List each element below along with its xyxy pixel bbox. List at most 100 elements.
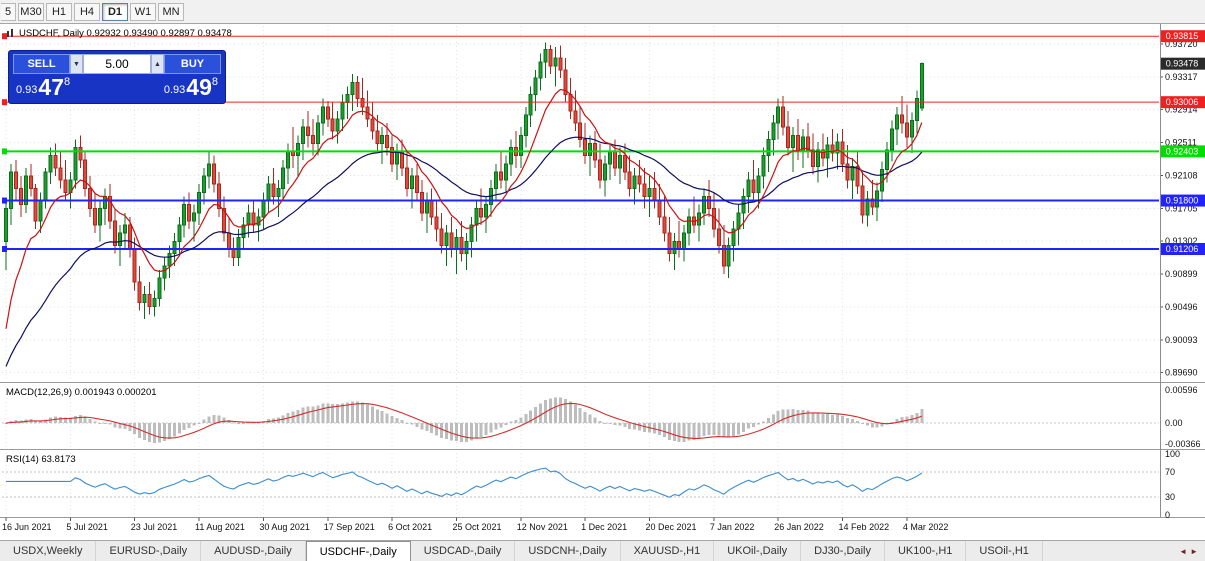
timeframe-button-m30[interactable]: M30: [18, 2, 44, 21]
candle: [226, 232, 231, 250]
price-chart-canvas[interactable]: 0.93720 0.93317 0.92914 0.92511 0.92108 0.917…: [0, 24, 1205, 540]
candle: [449, 232, 454, 250]
buy-price-sup: 8: [211, 76, 218, 88]
candle: [781, 106, 786, 128]
timeframe-button-d1[interactable]: D1: [102, 2, 128, 21]
price-tag-0.93815: [1160, 30, 1205, 43]
price-axis-label: 0.91705: [1165, 203, 1198, 213]
timeframe-button-w1[interactable]: W1: [130, 2, 156, 21]
candle: [434, 216, 439, 230]
candle: [167, 253, 172, 267]
volume-dropdown-icon[interactable]: ▼: [70, 54, 83, 74]
volume-input[interactable]: [83, 54, 151, 74]
tab-usoil-h1[interactable]: USOil-,H1: [966, 541, 1043, 561]
candle: [271, 183, 276, 197]
tab-scroll-right-icon[interactable]: ►: [1190, 546, 1198, 556]
candle: [310, 134, 315, 144]
candle: [73, 147, 78, 181]
candle: [845, 163, 850, 181]
candle: [152, 297, 157, 308]
candle: [706, 195, 711, 210]
candle: [607, 151, 612, 165]
candle: [904, 122, 909, 138]
tab-uk100-h1[interactable]: UK100-,H1: [885, 541, 967, 561]
candle: [617, 155, 622, 169]
svg-text:0.92403: 0.92403: [1166, 146, 1199, 156]
svg-text:0.91206: 0.91206: [1166, 244, 1199, 254]
date-label: 23 Jul 2021: [131, 522, 178, 532]
date-label: 12 Nov 2021: [517, 522, 568, 532]
timeframe-button-5[interactable]: 5: [1, 2, 16, 21]
candle: [469, 224, 474, 242]
level-lines-layer: 0.938150.930060.924030.918000.912060.934…: [2, 30, 1205, 256]
candle: [741, 195, 746, 214]
candle: [177, 224, 182, 242]
tab-usdx-weekly[interactable]: USDX,Weekly: [0, 541, 97, 561]
candle: [484, 204, 489, 218]
candle: [865, 198, 870, 216]
candle: [721, 244, 726, 267]
candle: [197, 191, 202, 214]
svg-text:0.91800: 0.91800: [1166, 196, 1199, 206]
candle: [657, 200, 662, 218]
timeframe-button-h4[interactable]: H4: [74, 2, 100, 21]
sell-button[interactable]: SELL: [13, 54, 70, 74]
candle: [281, 167, 286, 189]
candle: [642, 183, 647, 197]
sell-price[interactable]: 0.93 47 8: [13, 76, 73, 99]
candle: [221, 208, 226, 234]
buy-price[interactable]: 0.93 49 8: [161, 76, 221, 99]
tab-usdcad-daily[interactable]: USDCAD-,Daily: [411, 541, 516, 561]
candle: [459, 236, 464, 255]
candle: [78, 147, 83, 161]
buy-button[interactable]: BUY: [164, 54, 221, 74]
candle: [919, 63, 924, 109]
candle: [142, 293, 147, 304]
candle: [791, 134, 796, 149]
volume-spin-up-icon[interactable]: ▲: [151, 54, 164, 74]
rsi-axis-label: 70: [1165, 467, 1175, 477]
candle: [885, 149, 890, 171]
candle: [335, 118, 340, 132]
tab-dj30-daily[interactable]: DJ30-,Daily: [801, 541, 885, 561]
candle: [132, 248, 137, 283]
tab-xauusd-h1[interactable]: XAUUSD-,H1: [621, 541, 715, 561]
candle: [172, 240, 177, 255]
date-label: 25 Oct 2021: [452, 522, 501, 532]
date-label: 11 Aug 2021: [195, 522, 245, 532]
candle: [701, 195, 706, 214]
candle: [330, 118, 335, 132]
tab-usdchf-daily[interactable]: USDCHF-,Daily: [305, 541, 411, 561]
candle: [395, 151, 400, 165]
candle: [157, 277, 162, 299]
candle: [533, 77, 538, 96]
candle: [909, 120, 914, 138]
candle: [117, 232, 122, 246]
timeframe-button-mn[interactable]: MN: [158, 2, 184, 21]
tab-ukoil-daily[interactable]: UKOil-,Daily: [714, 541, 802, 561]
candle: [499, 171, 503, 181]
tab-scroll-left-icon[interactable]: ◄: [1179, 546, 1188, 556]
candle: [662, 216, 667, 234]
candle: [187, 204, 192, 222]
macd-indicator-label: MACD(12,26,9) 0.001943 0.000201: [6, 387, 157, 398]
candle: [870, 198, 875, 208]
tab-audusd-daily[interactable]: AUDUSD-,Daily: [201, 541, 306, 561]
date-label: 1 Dec 2021: [581, 522, 627, 532]
sell-price-sup: 8: [64, 76, 71, 88]
candle: [820, 149, 825, 159]
candle: [612, 151, 617, 169]
tab-eurusd-daily[interactable]: EURUSD-,Daily: [96, 541, 202, 561]
candle: [246, 212, 251, 226]
candle: [83, 159, 88, 189]
date-label: 17 Sep 2021: [324, 522, 375, 532]
timeframe-toolbar: 5 M30 H1 H4 D1 W1 MN: [0, 0, 1205, 24]
timeframe-button-h1[interactable]: H1: [46, 2, 72, 21]
candle: [414, 175, 419, 193]
candle: [687, 216, 692, 234]
tab-scroll-arrows[interactable]: ◄ ►: [1172, 541, 1205, 561]
price-axis-label: 0.93317: [1165, 72, 1198, 82]
tab-usdcnh-daily[interactable]: USDCNH-,Daily: [515, 541, 621, 561]
candle: [771, 122, 776, 140]
date-label: 14 Feb 2022: [839, 522, 890, 532]
